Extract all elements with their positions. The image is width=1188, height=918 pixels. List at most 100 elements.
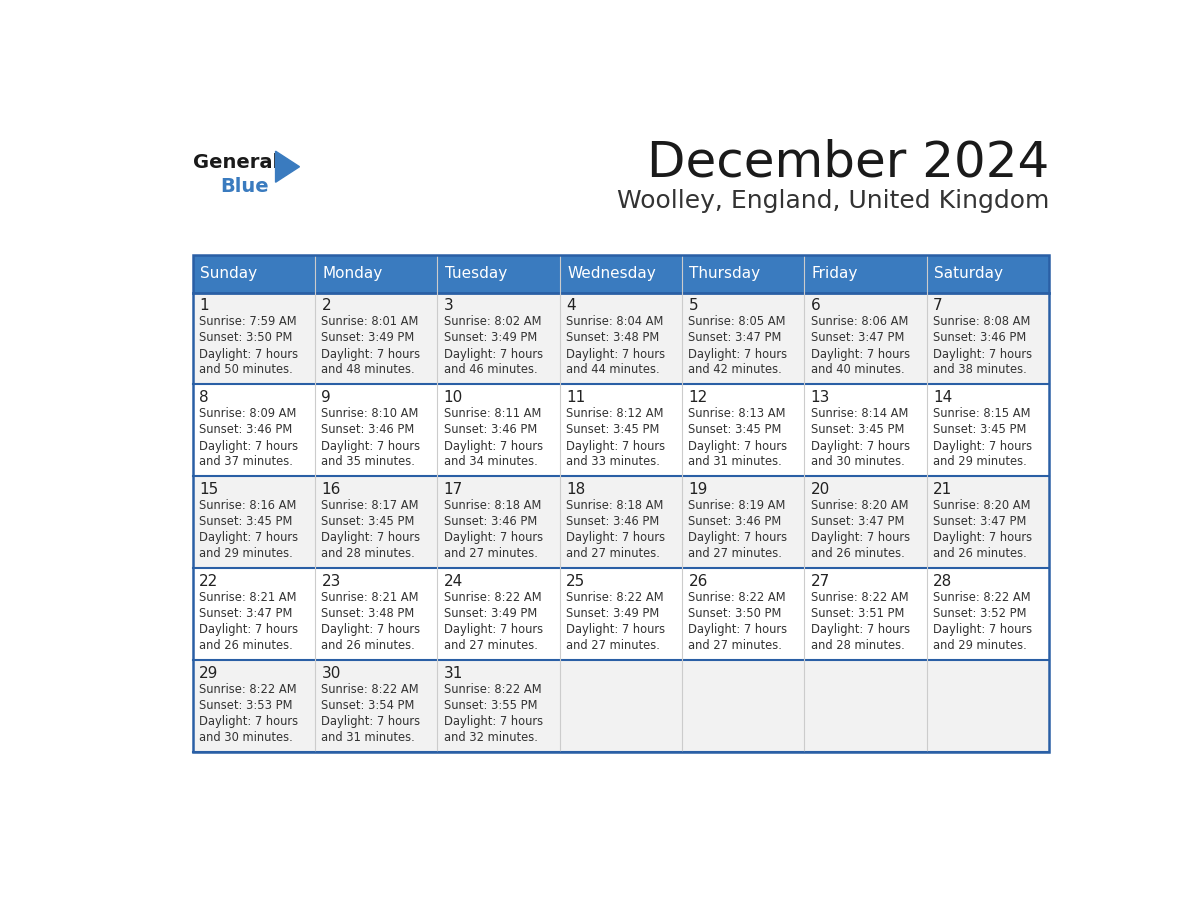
Bar — [927, 476, 1049, 568]
Text: Daylight: 7 hours: Daylight: 7 hours — [322, 532, 421, 544]
Text: Sunrise: 8:19 AM: Sunrise: 8:19 AM — [688, 498, 785, 512]
Text: Daylight: 7 hours: Daylight: 7 hours — [567, 623, 665, 636]
Polygon shape — [276, 151, 299, 183]
Bar — [192, 255, 315, 293]
Text: Sunrise: 8:22 AM: Sunrise: 8:22 AM — [810, 591, 909, 604]
Text: Daylight: 7 hours: Daylight: 7 hours — [444, 623, 543, 636]
Text: Daylight: 7 hours: Daylight: 7 hours — [688, 440, 788, 453]
Text: 20: 20 — [810, 482, 830, 497]
Bar — [192, 660, 315, 752]
Text: 28: 28 — [933, 574, 953, 588]
Text: and 31 minutes.: and 31 minutes. — [688, 455, 782, 468]
Text: and 40 minutes.: and 40 minutes. — [810, 364, 904, 376]
Text: Sunrise: 8:22 AM: Sunrise: 8:22 AM — [688, 591, 786, 604]
Text: 6: 6 — [810, 298, 821, 313]
Text: Sunrise: 8:06 AM: Sunrise: 8:06 AM — [810, 315, 908, 328]
Text: Sunrise: 8:18 AM: Sunrise: 8:18 AM — [567, 498, 663, 512]
Text: 16: 16 — [322, 482, 341, 497]
Text: and 30 minutes.: and 30 minutes. — [810, 455, 904, 468]
Text: Sunrise: 8:22 AM: Sunrise: 8:22 AM — [200, 683, 297, 696]
Text: and 48 minutes.: and 48 minutes. — [322, 364, 415, 376]
Text: 24: 24 — [444, 574, 463, 588]
Bar — [437, 385, 560, 476]
Bar — [804, 476, 927, 568]
Text: Sunset: 3:47 PM: Sunset: 3:47 PM — [933, 515, 1026, 528]
Text: Sunrise: 8:12 AM: Sunrise: 8:12 AM — [567, 407, 664, 420]
Bar — [315, 660, 437, 752]
Text: Wednesday: Wednesday — [567, 266, 656, 281]
Text: and 29 minutes.: and 29 minutes. — [933, 639, 1026, 652]
Text: Sunrise: 8:18 AM: Sunrise: 8:18 AM — [444, 498, 542, 512]
Text: 11: 11 — [567, 390, 586, 405]
Text: 23: 23 — [322, 574, 341, 588]
Text: Daylight: 7 hours: Daylight: 7 hours — [444, 532, 543, 544]
Text: Sunrise: 8:11 AM: Sunrise: 8:11 AM — [444, 407, 542, 420]
Text: Sunset: 3:46 PM: Sunset: 3:46 PM — [688, 515, 782, 528]
Text: Thursday: Thursday — [689, 266, 760, 281]
Bar — [315, 568, 437, 660]
Text: Woolley, England, United Kingdom: Woolley, England, United Kingdom — [617, 189, 1049, 213]
Bar — [437, 293, 560, 385]
Text: 26: 26 — [688, 574, 708, 588]
Text: and 27 minutes.: and 27 minutes. — [444, 639, 538, 652]
Text: Sunset: 3:49 PM: Sunset: 3:49 PM — [567, 607, 659, 620]
Bar — [437, 568, 560, 660]
Bar — [560, 255, 682, 293]
Text: 19: 19 — [688, 482, 708, 497]
Text: Sunset: 3:47 PM: Sunset: 3:47 PM — [810, 331, 904, 344]
Text: 2: 2 — [322, 298, 331, 313]
Text: Sunrise: 8:22 AM: Sunrise: 8:22 AM — [322, 683, 419, 696]
Text: Sunrise: 8:16 AM: Sunrise: 8:16 AM — [200, 498, 297, 512]
Text: and 44 minutes.: and 44 minutes. — [567, 364, 659, 376]
Bar — [927, 385, 1049, 476]
Text: Saturday: Saturday — [934, 266, 1003, 281]
Text: and 27 minutes.: and 27 minutes. — [567, 639, 661, 652]
Text: Daylight: 7 hours: Daylight: 7 hours — [567, 532, 665, 544]
Bar — [804, 660, 927, 752]
Text: 30: 30 — [322, 666, 341, 681]
Text: 7: 7 — [933, 298, 943, 313]
Text: and 26 minutes.: and 26 minutes. — [810, 547, 904, 560]
Text: Daylight: 7 hours: Daylight: 7 hours — [810, 348, 910, 361]
Text: Sunset: 3:49 PM: Sunset: 3:49 PM — [322, 331, 415, 344]
Text: 31: 31 — [444, 666, 463, 681]
Text: Sunrise: 8:22 AM: Sunrise: 8:22 AM — [444, 591, 542, 604]
Text: 9: 9 — [322, 390, 331, 405]
Bar — [804, 293, 927, 385]
Bar — [437, 255, 560, 293]
Text: and 30 minutes.: and 30 minutes. — [200, 731, 293, 744]
Text: Sunrise: 8:10 AM: Sunrise: 8:10 AM — [322, 407, 419, 420]
Text: 3: 3 — [444, 298, 454, 313]
Text: Sunset: 3:49 PM: Sunset: 3:49 PM — [444, 607, 537, 620]
Text: Sunrise: 8:09 AM: Sunrise: 8:09 AM — [200, 407, 297, 420]
Bar — [315, 255, 437, 293]
Text: Sunset: 3:48 PM: Sunset: 3:48 PM — [567, 331, 659, 344]
Text: Sunrise: 8:13 AM: Sunrise: 8:13 AM — [688, 407, 786, 420]
Text: Sunrise: 8:22 AM: Sunrise: 8:22 AM — [444, 683, 542, 696]
Text: Daylight: 7 hours: Daylight: 7 hours — [688, 348, 788, 361]
Text: and 32 minutes.: and 32 minutes. — [444, 731, 538, 744]
Text: Sunset: 3:46 PM: Sunset: 3:46 PM — [322, 423, 415, 436]
Text: Daylight: 7 hours: Daylight: 7 hours — [688, 532, 788, 544]
Text: Sunset: 3:51 PM: Sunset: 3:51 PM — [810, 607, 904, 620]
Text: Daylight: 7 hours: Daylight: 7 hours — [933, 623, 1032, 636]
Text: Sunset: 3:48 PM: Sunset: 3:48 PM — [322, 607, 415, 620]
Text: and 26 minutes.: and 26 minutes. — [200, 639, 293, 652]
Bar — [682, 293, 804, 385]
Text: Sunset: 3:45 PM: Sunset: 3:45 PM — [810, 423, 904, 436]
Text: Sunset: 3:47 PM: Sunset: 3:47 PM — [688, 331, 782, 344]
Text: Daylight: 7 hours: Daylight: 7 hours — [444, 348, 543, 361]
Text: Daylight: 7 hours: Daylight: 7 hours — [567, 440, 665, 453]
Text: Sunday: Sunday — [200, 266, 257, 281]
Text: Sunrise: 8:22 AM: Sunrise: 8:22 AM — [567, 591, 664, 604]
Text: Blue: Blue — [220, 177, 268, 196]
Text: 14: 14 — [933, 390, 953, 405]
Bar — [927, 293, 1049, 385]
Text: 1: 1 — [200, 298, 209, 313]
Text: and 28 minutes.: and 28 minutes. — [810, 639, 904, 652]
Text: 17: 17 — [444, 482, 463, 497]
Bar — [927, 255, 1049, 293]
Text: 22: 22 — [200, 574, 219, 588]
Bar — [315, 385, 437, 476]
Text: Sunrise: 8:20 AM: Sunrise: 8:20 AM — [933, 498, 1030, 512]
